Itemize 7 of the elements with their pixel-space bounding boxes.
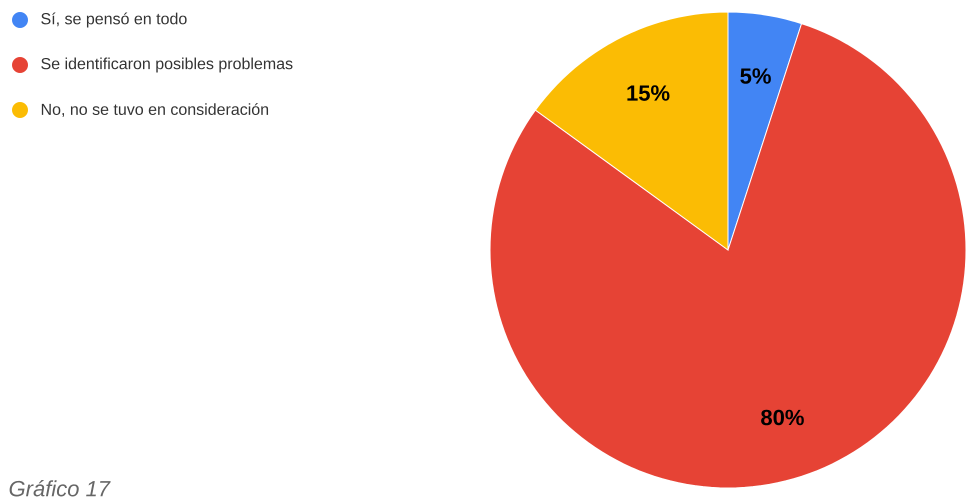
legend-label: No, no se tuvo en consideración <box>42 103 268 117</box>
data-label: 15% <box>627 85 670 101</box>
legend-label: Sí, se pensó en todo <box>41 12 187 28</box>
data-label: 5% <box>740 68 771 84</box>
data-label: 80% <box>761 410 804 426</box>
legend-label: Se identificaron posibles problemas <box>41 58 292 72</box>
text: Gráfico 17 <box>10 480 111 496</box>
